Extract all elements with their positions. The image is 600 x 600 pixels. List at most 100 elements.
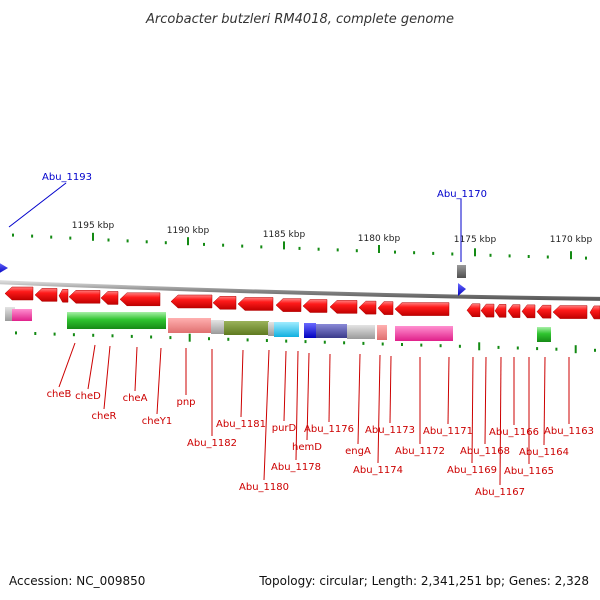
lower-major-tick [478,342,481,351]
feature-bar[interactable] [168,318,211,333]
gene-arrow[interactable] [589,305,600,320]
gene-arrow[interactable] [237,297,274,311]
gene-label-text: Abu_1163 [544,426,594,437]
ruler-dot [164,241,167,245]
feature-bar[interactable] [274,322,299,337]
gene-label-abu-1172[interactable]: Abu_1172 [395,357,445,457]
callout-abu-1193[interactable]: Abu_1193 [8,172,92,228]
gene-label-ched[interactable]: cheD [75,344,101,402]
feature-bar[interactable] [67,312,166,329]
gene-arrow[interactable] [58,289,69,303]
lower-dot [265,339,268,342]
feature-bar[interactable] [268,322,274,336]
gene-label-chey1[interactable]: cheY1 [142,347,172,427]
gene-arrow[interactable] [507,304,521,318]
gene-arrow[interactable] [480,303,495,318]
lower-dot [227,337,230,341]
lower-dot [594,348,596,352]
lower-dot [516,346,519,350]
lower-dot [323,340,326,344]
gene-label-pnp[interactable]: pnp [176,348,196,408]
callout-abu-1170[interactable]: Abu_1170 [437,189,487,262]
feature-bar[interactable] [537,327,551,342]
lower-dot [208,337,210,341]
lower-major-tick [574,345,577,354]
grey-feature[interactable] [457,265,466,278]
lower-dot [381,342,384,346]
gene-label-text: cheR [92,411,117,422]
gene-arrow[interactable] [170,294,213,309]
leader-line [328,353,331,423]
gene-arrow[interactable] [358,300,377,315]
gene-label-text: cheD [75,391,101,402]
gene-label-abu-1178[interactable]: Abu_1178 [271,350,321,473]
feature-bar[interactable] [395,326,453,341]
feature-bar[interactable] [5,307,15,321]
blue-marker-left[interactable] [0,262,8,274]
gene-arrow[interactable] [275,298,302,312]
ruler-ticks [12,232,596,354]
map-title: Arcobacter butzleri RM4018, complete gen… [145,12,454,27]
gene-arrow[interactable] [394,302,450,316]
gene-arrow[interactable] [100,291,119,305]
gene-label-abu-1176[interactable]: Abu_1176 [304,353,354,435]
feature-bar[interactable] [347,325,375,339]
gene-label-abu-1171[interactable]: Abu_1171 [423,356,473,437]
gene-label-abu-1168[interactable]: Abu_1168 [460,356,510,457]
gene-label-abu-1163[interactable]: Abu_1163 [544,357,594,437]
gene-label-abu-1182[interactable]: Abu_1182 [187,349,237,449]
ruler-dot [527,255,530,258]
leader-line [377,354,381,464]
gene-arrow[interactable] [494,304,507,318]
feature-bar[interactable] [377,325,387,340]
gene-arrow[interactable] [68,290,101,304]
gene-label-text: Abu_1165 [504,466,554,477]
gene-label-abu-1174[interactable]: Abu_1174 [353,354,403,476]
gene-label-hemd[interactable]: hemD [292,352,322,453]
gene-label-abu-1181[interactable]: Abu_1181 [216,349,266,430]
gene-label-text: pnp [176,397,195,408]
gene-label-abu-1165[interactable]: Abu_1165 [504,357,554,477]
gene-label-abu-1166[interactable]: Abu_1166 [489,357,539,438]
lower-dot [536,347,539,351]
gene-label-purd[interactable]: purD [272,350,297,434]
gene-arrow[interactable] [329,300,358,314]
gene-label-abu-1173[interactable]: Abu_1173 [365,355,415,436]
gene-label-cher[interactable]: cheR [92,345,117,422]
gene-label-chea[interactable]: cheA [123,346,148,404]
gene-arrow[interactable] [377,301,394,315]
gene-label-abu-1169[interactable]: Abu_1169 [447,356,497,476]
gene-arrow[interactable] [521,304,536,319]
gene-arrow[interactable] [536,304,552,319]
gene-label-text: Abu_1174 [353,465,403,476]
gene-label-text: Abu_1164 [519,447,569,458]
ruler-major-tick [570,251,572,260]
lower-dot [111,334,114,338]
feature-bar[interactable] [224,321,269,335]
gene-arrow[interactable] [119,292,161,307]
gene-label-abu-1167[interactable]: Abu_1167 [475,356,525,498]
gene-label-cheb[interactable]: cheB [47,342,76,400]
gene-label-abu-1164[interactable]: Abu_1164 [519,356,569,458]
gene-label-abu-1180[interactable]: Abu_1180 [239,349,289,493]
feature-bar[interactable] [304,323,316,338]
feature-bar[interactable] [211,320,224,334]
feature-bar[interactable] [12,309,32,321]
gene-label-enga[interactable]: engA [345,353,371,457]
gene-arrow[interactable] [34,288,58,302]
gene-arrow[interactable] [466,303,481,318]
gene-labels: cheB cheD cheR cheA cheY1 pnp Abu_1182 Abu_1181… [47,342,594,498]
gene-label-text: Abu_1169 [447,465,497,476]
ruler-dot [145,240,148,244]
gene-arrow[interactable] [212,296,237,310]
feature-bar[interactable] [316,324,347,338]
ruler-dot [451,252,454,256]
gene-arrow[interactable] [552,305,588,319]
lower-dot [285,339,288,343]
gene-arrow[interactable] [302,299,328,313]
blue-marker-right[interactable] [458,283,466,296]
leader-line [134,346,138,392]
ruler-dot [12,233,14,237]
gene-arrow[interactable] [4,286,34,301]
